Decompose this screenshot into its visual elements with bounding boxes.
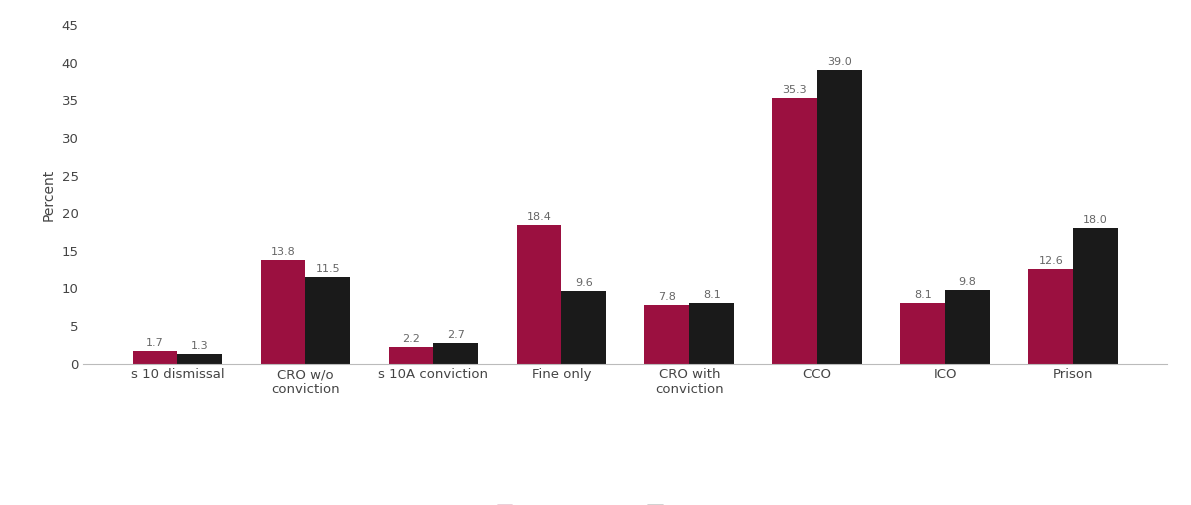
Bar — [644, 305, 690, 364]
Text: 13.8: 13.8 — [270, 247, 295, 257]
Text: 1.3: 1.3 — [191, 341, 208, 351]
Bar — [177, 354, 223, 364]
Text: 9.6: 9.6 — [575, 278, 593, 288]
Text: 39.0: 39.0 — [828, 58, 852, 67]
Text: 12.6: 12.6 — [1039, 256, 1064, 266]
Bar — [1028, 269, 1073, 364]
Bar — [817, 70, 862, 364]
Y-axis label: Percent: Percent — [42, 168, 56, 221]
Bar — [434, 343, 478, 364]
Text: 8.1: 8.1 — [913, 290, 931, 299]
Bar — [261, 260, 305, 364]
Legend: Non-DV offences, DV offences: Non-DV offences, DV offences — [490, 499, 761, 505]
Bar — [900, 302, 946, 364]
Bar — [561, 291, 606, 364]
Bar — [132, 351, 177, 364]
Text: 11.5: 11.5 — [316, 264, 341, 274]
Bar — [305, 277, 350, 364]
Bar — [690, 302, 734, 364]
Text: 7.8: 7.8 — [657, 292, 675, 302]
Text: 9.8: 9.8 — [959, 277, 977, 287]
Bar — [946, 290, 990, 364]
Text: 2.7: 2.7 — [447, 330, 464, 340]
Text: 1.7: 1.7 — [146, 338, 164, 348]
Text: 2.2: 2.2 — [403, 334, 420, 344]
Bar — [388, 347, 434, 364]
Text: 18.4: 18.4 — [526, 212, 551, 222]
Text: 8.1: 8.1 — [703, 290, 721, 299]
Text: 18.0: 18.0 — [1083, 215, 1108, 225]
Bar — [1073, 228, 1118, 364]
Text: 35.3: 35.3 — [782, 85, 807, 95]
Bar — [517, 225, 561, 364]
Bar — [773, 98, 817, 364]
